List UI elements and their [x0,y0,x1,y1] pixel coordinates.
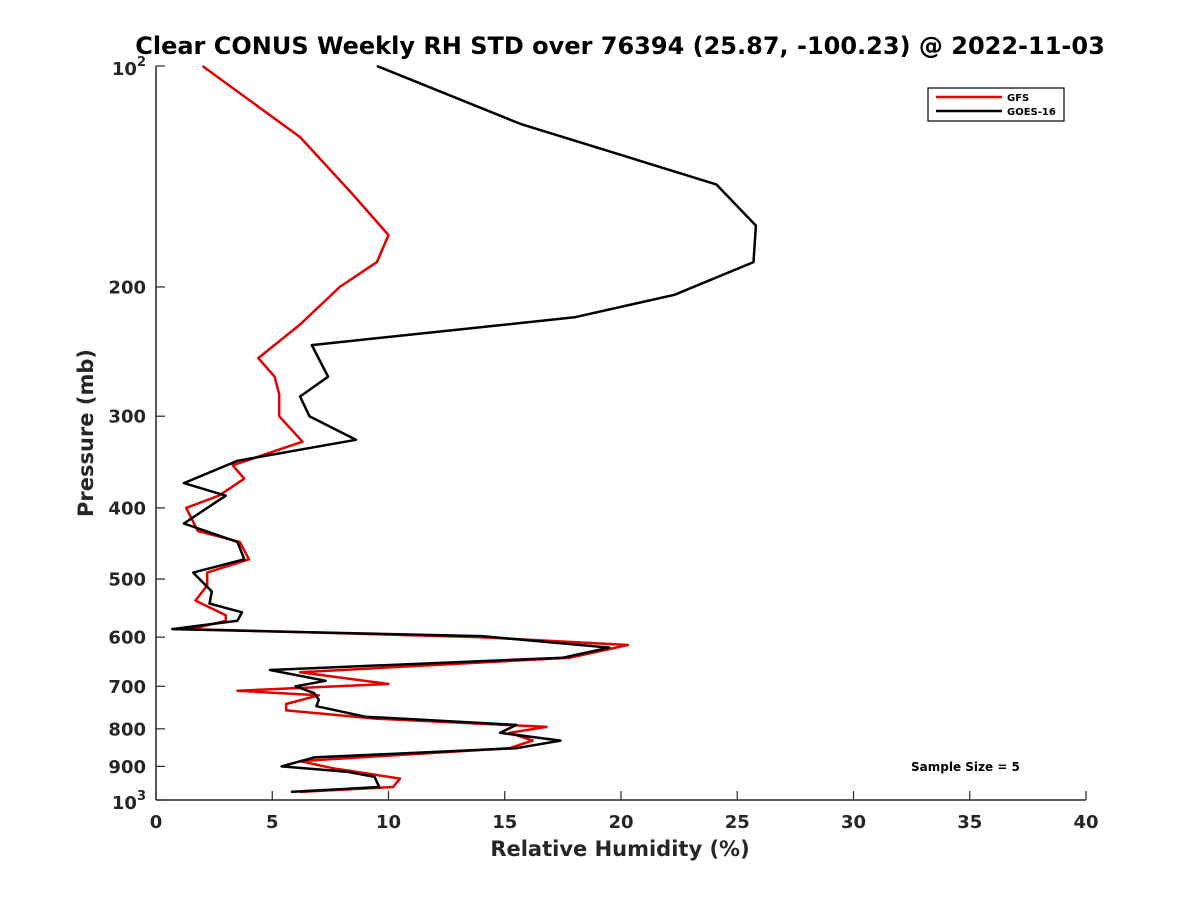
y-tick-label: 102 [112,55,146,80]
x-tick-label: 35 [957,812,982,833]
x-tick-label: 10 [376,812,401,833]
legend-box [927,87,1065,122]
x-tick-label: 20 [608,812,633,833]
y-tick-label: 500 [108,570,146,591]
x-tick-label: 30 [841,812,866,833]
x-ticks: 0 5 10 15 20 25 30 35 40 [150,791,1099,833]
y-tick-label: 300 [108,407,146,428]
series-line-gfs [184,64,630,794]
legend-label-gfs: GFS [1007,93,1029,104]
y-tick-label: 900 [108,757,146,778]
x-axis-label: Relative Humidity (%) [490,837,749,861]
legend-label-goes16: GOES-16 [1007,107,1056,118]
x-tick-label: 0 [150,812,163,833]
series-group [171,64,758,794]
y-axis-label: Pressure (mb) [74,349,98,517]
series-line-goes16 [171,64,758,794]
x-tick-label: 25 [725,812,750,833]
chart-title: Clear CONUS Weekly RH STD over 76394 (25… [135,32,1105,60]
y-ticks: 102 200 300 400 500 600 700 800 900 103 [108,55,165,814]
plot-area: 0 5 10 15 20 25 30 35 40 102 200 300 400 500 600 700 80… [108,55,1098,833]
sample-size-annotation: Sample Size = 5 [911,760,1020,774]
y-tick-label: 400 [108,498,146,519]
y-tick-label: 700 [108,677,146,698]
x-tick-label: 15 [492,812,517,833]
y-tick-label: 600 [108,628,146,649]
legend: GFS GOES-16 [927,87,1065,122]
y-tick-label: 200 [108,277,146,298]
y-tick-label: 800 [108,719,146,740]
x-tick-label: 5 [266,812,279,833]
x-tick-label: 40 [1073,812,1098,833]
y-tick-label: 103 [112,789,146,814]
